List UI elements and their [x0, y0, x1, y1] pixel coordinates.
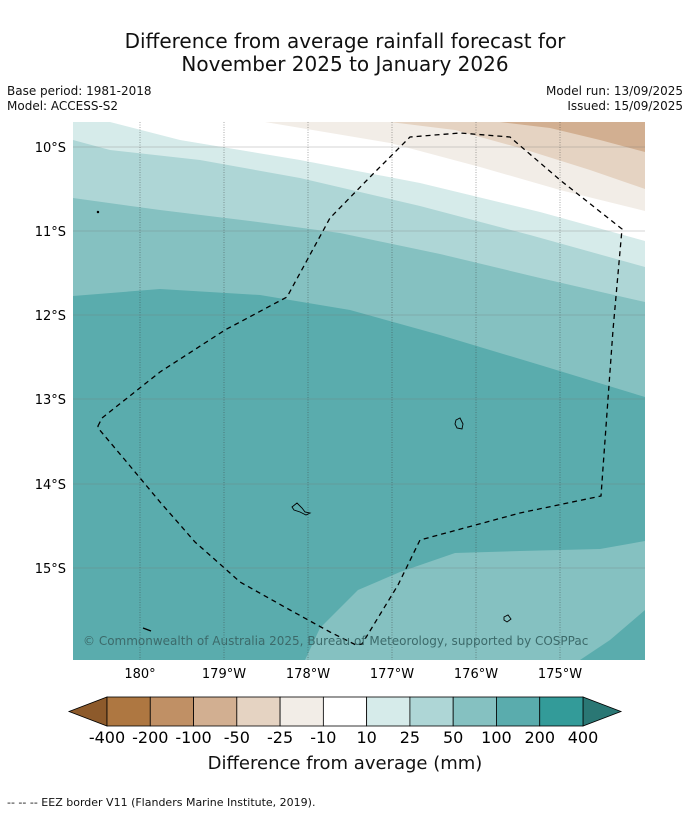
title-line-1: Difference from average rainfall forecas…	[124, 29, 566, 53]
map-title: Difference from average rainfall forecas…	[0, 30, 690, 76]
longitude-labels: 180° 179°W 178°W 177°W 176°W 175°W	[124, 667, 582, 682]
lat-label: 11°S	[35, 225, 66, 240]
colorbar-tick-label: -10	[310, 728, 336, 747]
map-fill-bands	[73, 122, 645, 660]
lon-label: 180°	[124, 667, 155, 682]
copyright-notice: © Commonwealth of Australia 2025, Bureau…	[83, 634, 588, 648]
island-reef-west	[142, 627, 152, 632]
colorbar-swatch	[539, 696, 584, 727]
colorbar-tick-label: 100	[481, 728, 512, 747]
issued-date: Issued: 15/09/2025	[567, 99, 683, 113]
island-vanua-levu-east	[454, 417, 464, 430]
band-neg25-neg50	[390, 122, 645, 189]
lat-label: 15°S	[35, 562, 66, 577]
colorbar-swatch	[193, 696, 238, 727]
colorbar-title: Difference from average (mm)	[207, 753, 483, 774]
lat-label: 14°S	[35, 478, 66, 493]
band-neg50-neg100	[500, 122, 645, 152]
latitude-labels: 10°S 11°S 12°S 13°S 14°S 15°S	[35, 141, 66, 577]
lon-label: 177°W	[370, 667, 414, 682]
footnote: -- -- -- EEZ border V11 (Flanders Marine…	[7, 796, 316, 809]
island-dot	[96, 210, 100, 214]
lon-label: 175°W	[538, 667, 582, 682]
lat-label: 10°S	[35, 141, 66, 156]
colorbar-extend-low	[67, 696, 108, 727]
lon-label: 178°W	[286, 667, 330, 682]
colorbar-tick-label: -25	[267, 728, 293, 747]
colorbar-tick-labels: -400 -200 -100 -50 -25 -10 10 25 50 100 200 400	[89, 728, 598, 747]
island-ono	[503, 614, 512, 623]
lon-label: 176°W	[454, 667, 498, 682]
colorbar-tick-label: 50	[443, 728, 463, 747]
colorbar-tick-label: -400	[89, 728, 125, 747]
lat-label: 13°S	[35, 393, 66, 408]
colorbar-swatch	[149, 696, 194, 727]
colorbar-tick-label: 200	[524, 728, 555, 747]
graticule	[139, 122, 561, 660]
colorbar-tick-label: 10	[356, 728, 376, 747]
latitude-lines	[73, 146, 645, 569]
eez-border	[97, 132, 623, 646]
colorbar-swatch	[279, 696, 324, 727]
base-period: Base period: 1981-2018	[7, 84, 152, 98]
colorbar-swatch	[366, 696, 411, 727]
colorbar-tick-label: -100	[175, 728, 211, 747]
lon-label: 179°W	[202, 667, 246, 682]
islands	[96, 210, 512, 632]
colorbar-swatch	[106, 696, 151, 727]
colorbar-swatch	[409, 696, 454, 727]
colorbar-swatch	[236, 696, 281, 727]
colorbar	[67, 696, 623, 727]
meta-right: Model run: 13/09/2025 Issued: 15/09/2025	[546, 84, 683, 114]
title-line-2: November 2025 to January 2026	[181, 52, 509, 76]
rainfall-map: 10°S 11°S 12°S 13°S 14°S 15°S 180° 179°W…	[35, 122, 645, 747]
colorbar-swatch	[496, 696, 541, 727]
model-name: Model: ACCESS-S2	[7, 99, 119, 113]
colorbar-swatch	[452, 696, 497, 727]
meta-left: Base period: 1981-2018 Model: ACCESS-S2	[7, 84, 152, 114]
island-lakeba	[291, 502, 312, 516]
colorbar-tick-label: 25	[400, 728, 420, 747]
colorbar-swatch	[322, 696, 368, 727]
colorbar-extend-high	[582, 696, 623, 727]
model-run: Model run: 13/09/2025	[545, 84, 683, 98]
colorbar-tick-label: 400	[568, 728, 599, 747]
colorbar-tick-label: -200	[132, 728, 168, 747]
lat-label: 12°S	[35, 309, 66, 324]
colorbar-tick-label: -50	[224, 728, 250, 747]
